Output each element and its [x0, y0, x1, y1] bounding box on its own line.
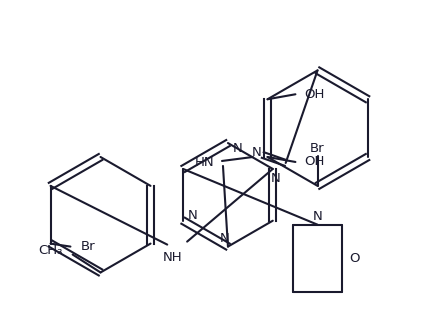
Text: HN: HN — [195, 156, 215, 169]
Text: N: N — [312, 210, 322, 223]
Text: N: N — [233, 142, 243, 154]
Text: CH₃: CH₃ — [39, 244, 63, 257]
Text: Br: Br — [81, 240, 95, 253]
Text: N: N — [188, 209, 198, 222]
Text: Br: Br — [310, 142, 325, 154]
Text: OH: OH — [304, 88, 325, 101]
Text: NH: NH — [162, 251, 182, 264]
Text: N: N — [271, 172, 281, 185]
Text: OH: OH — [304, 155, 325, 168]
Text: N: N — [220, 232, 230, 245]
Text: O: O — [349, 252, 360, 265]
Text: N: N — [252, 146, 262, 159]
